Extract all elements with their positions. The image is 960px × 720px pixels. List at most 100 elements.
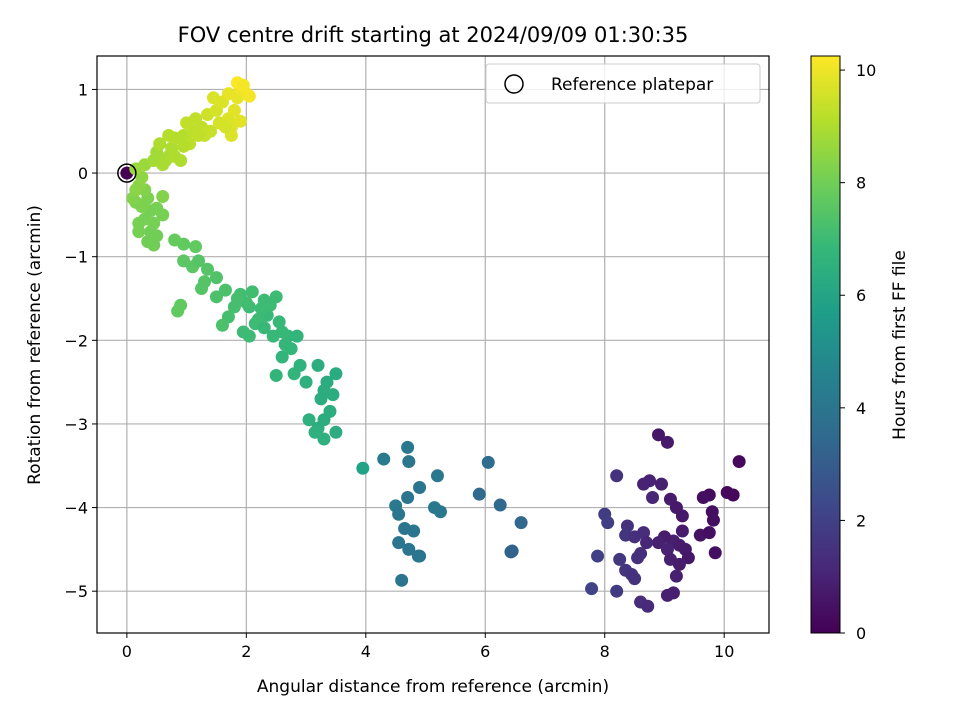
y-tick-label: −1 <box>64 248 88 267</box>
y-tick-label: 0 <box>78 164 88 183</box>
reference-marker-layer <box>117 163 137 183</box>
data-point <box>651 536 665 550</box>
data-point <box>585 582 599 596</box>
data-point <box>395 573 409 587</box>
data-point <box>402 455 416 469</box>
data-point <box>430 469 444 483</box>
colorbar-tick-label: 0 <box>856 624 866 643</box>
data-point <box>165 141 179 155</box>
data-point <box>407 524 421 538</box>
data-point <box>177 254 191 268</box>
data-point <box>156 208 170 222</box>
data-point <box>209 290 223 304</box>
chart-title: FOV centre drift starting at 2024/09/09 … <box>178 23 689 47</box>
data-point <box>646 491 660 505</box>
colorbar-tick-label: 6 <box>856 286 866 305</box>
x-tick-label: 0 <box>122 642 132 661</box>
data-point <box>242 329 256 343</box>
data-point <box>413 480 427 494</box>
colorbar-tick-label: 10 <box>856 61 876 80</box>
data-point <box>153 137 167 151</box>
data-point <box>675 509 689 523</box>
data-point <box>643 474 657 488</box>
data-point <box>147 216 161 230</box>
data-point <box>329 425 343 439</box>
data-point <box>245 285 259 299</box>
data-point <box>631 551 645 565</box>
data-point <box>317 432 331 446</box>
legend-marker <box>504 74 524 94</box>
data-point <box>257 321 271 335</box>
data-point <box>601 516 615 530</box>
colorbar: 0 2 4 6 8 10 Hours from first FF file <box>810 55 910 643</box>
data-point <box>272 315 286 329</box>
data-point <box>514 516 528 530</box>
y-tick-label: 1 <box>78 80 88 99</box>
data-point <box>209 271 223 285</box>
data-point <box>174 154 188 168</box>
data-point <box>168 233 182 247</box>
data-point <box>726 488 740 502</box>
data-point <box>302 413 316 427</box>
data-point <box>230 292 244 306</box>
y-tick-label: −4 <box>64 499 88 518</box>
data-point <box>669 569 683 583</box>
data-point <box>242 89 256 103</box>
data-point <box>326 388 340 402</box>
data-point <box>433 505 447 519</box>
data-point <box>156 158 170 172</box>
data-point <box>147 238 161 252</box>
data-point <box>156 189 170 203</box>
data-point <box>610 584 624 598</box>
y-tick-label: −5 <box>64 582 88 601</box>
data-point <box>311 358 325 372</box>
data-point <box>177 139 191 153</box>
data-point <box>641 599 655 613</box>
data-points <box>120 76 746 613</box>
x-tick-label: 2 <box>241 642 251 661</box>
y-tick-label: −2 <box>64 331 88 350</box>
data-point <box>702 526 716 540</box>
data-point <box>708 546 722 560</box>
y-axis-label: Rotation from reference (arcmin) <box>25 205 45 485</box>
data-point <box>481 455 495 469</box>
data-point <box>675 524 689 538</box>
data-point <box>290 329 304 343</box>
data-point <box>192 128 206 142</box>
data-point <box>329 367 343 381</box>
data-point <box>696 491 710 505</box>
data-point <box>132 225 146 239</box>
data-point <box>628 572 642 586</box>
data-point <box>591 549 605 563</box>
colorbar-tick-label: 2 <box>856 511 866 530</box>
data-point <box>610 469 624 483</box>
data-point <box>681 551 695 565</box>
data-point <box>401 491 415 505</box>
x-tick-label: 10 <box>714 642 734 661</box>
x-tick-label: 6 <box>480 642 490 661</box>
legend-entry: Reference platepar <box>551 75 713 95</box>
legend-box <box>485 63 761 104</box>
data-point <box>189 240 203 254</box>
data-point <box>402 542 416 556</box>
x-axis-label: Angular distance from reference (arcmin) <box>257 677 609 697</box>
data-point <box>218 283 232 297</box>
data-point <box>236 78 250 92</box>
data-point <box>201 262 215 276</box>
colorbar-label: Hours from first FF file <box>890 250 910 440</box>
data-point <box>299 375 313 389</box>
reference-platepar-marker <box>117 163 137 183</box>
y-tick-label: −3 <box>64 415 88 434</box>
data-point <box>269 368 283 382</box>
colorbar-ticks: 0 2 4 6 8 10 <box>840 61 876 643</box>
data-point <box>377 452 391 466</box>
data-point <box>493 498 507 512</box>
data-point <box>293 358 307 372</box>
data-point <box>314 392 328 406</box>
x-tick-label: 8 <box>600 642 610 661</box>
axis-ticks: 0 2 4 6 8 10 −5 −4 −3 −2 −1 0 1 <box>64 80 734 661</box>
data-point <box>666 586 680 600</box>
data-point <box>392 536 406 550</box>
data-point <box>263 298 277 312</box>
